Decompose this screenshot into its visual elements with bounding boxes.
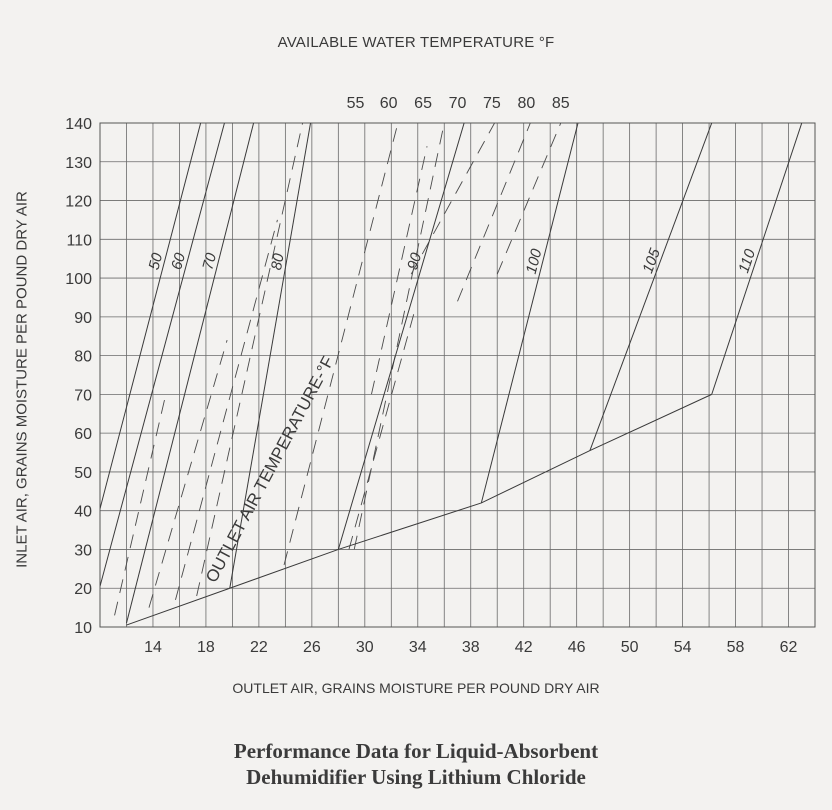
water-temperature-label: 85: [552, 95, 570, 112]
y-tick-label: 30: [74, 542, 92, 559]
y-tick-label: 80: [74, 349, 92, 366]
outlet-temperature-line: [711, 123, 803, 395]
outlet-temperature-line: [589, 123, 713, 451]
x-tick-label: 14: [144, 639, 162, 656]
outlet-temperature-line: [480, 123, 579, 504]
y-tick-label: 40: [74, 504, 92, 521]
water-temperature-dashed-line: [353, 123, 445, 550]
x-tick-label: 42: [515, 639, 533, 656]
y-tick-label: 90: [74, 310, 92, 327]
y-tick-label: 110: [66, 232, 92, 249]
water-temperature-label: 80: [517, 95, 535, 112]
water-temperature-dashed-line: [114, 398, 166, 616]
outlet-temperature-line: [125, 123, 255, 624]
y-tick-label: 140: [65, 116, 92, 133]
x-tick-label: 30: [356, 639, 374, 656]
y-axis-title: INLET AIR, GRAINS MOISTURE PER POUND DRY…: [13, 191, 31, 568]
y-tick-label: 20: [74, 581, 92, 598]
water-temperature-dashed-line: [457, 123, 531, 302]
outlet-temperature-label: 70: [199, 251, 220, 272]
outlet-temperature-label: 90: [404, 250, 425, 271]
water-temperature-label: 55: [347, 95, 365, 112]
water-temperature-label: 65: [414, 95, 432, 112]
caption-line-2: Dehumidifier Using Lithium Chloride: [246, 765, 586, 789]
y-tick-label: 10: [74, 620, 92, 637]
x-axis-title: OUTLET AIR, GRAINS MOISTURE PER POUND DR…: [232, 680, 600, 696]
water-temperature-dashed-line: [148, 339, 228, 608]
y-tick-label: 130: [65, 155, 92, 172]
outlet-temperature-label: 80: [268, 251, 288, 271]
water-temperature-dashed-line: [196, 123, 304, 597]
x-tick-label: 62: [780, 639, 798, 656]
water-temperature-dashed-line: [370, 146, 428, 395]
caption-line-1: Performance Data for Liquid-Absorbent: [233, 739, 599, 763]
outlet-temperature-line: [100, 123, 225, 587]
water-temperature-label: 70: [449, 95, 467, 112]
outlet-temperature-label: 100: [523, 247, 546, 276]
water-temperature-dashed-line: [496, 123, 562, 275]
x-tick-label: 50: [621, 639, 639, 656]
water-temperature-dashed-line: [283, 123, 399, 566]
x-tick-label: 54: [674, 639, 692, 656]
x-tick-label: 34: [409, 639, 427, 656]
water-temperature-label: 60: [380, 95, 398, 112]
outlet-temperature-title: OUTLET AIR TEMPERATURE-°F: [202, 353, 338, 586]
x-tick-label: 58: [727, 639, 745, 656]
outlet-temperature-label: 50: [146, 251, 167, 272]
water-temperature-label: 75: [483, 95, 501, 112]
y-tick-label: 100: [65, 271, 92, 288]
x-tick-label: 38: [462, 639, 480, 656]
y-tick-label: 50: [74, 465, 92, 482]
x-tick-label: 46: [568, 639, 586, 656]
y-tick-label: 120: [65, 194, 92, 211]
outlet-temperature-line: [229, 123, 312, 589]
water-temperature-dashed-line: [348, 308, 416, 550]
minimum-outlet-boundary: [126, 393, 712, 626]
outlet-temperature-line: [337, 123, 465, 550]
chart-caption: Performance Data for Liquid-Absorbent De…: [0, 738, 832, 790]
outlet-temperature-line: [100, 123, 202, 509]
chart-top-title: AVAILABLE WATER TEMPERATURE °F: [277, 34, 555, 51]
water-temperature-dashed-line: [410, 123, 495, 275]
plot-frame: [99, 122, 816, 628]
y-tick-label: 70: [74, 387, 92, 404]
outlet-temperature-label: 110: [735, 247, 759, 276]
outlet-temperature-label: 60: [168, 251, 189, 272]
y-tick-label: 60: [74, 426, 92, 443]
outlet-temperature-label: 105: [639, 246, 664, 276]
x-tick-label: 22: [250, 639, 268, 656]
x-tick-label: 18: [197, 639, 215, 656]
x-tick-label: 26: [303, 639, 321, 656]
water-temperature-dashed-line: [175, 219, 278, 600]
